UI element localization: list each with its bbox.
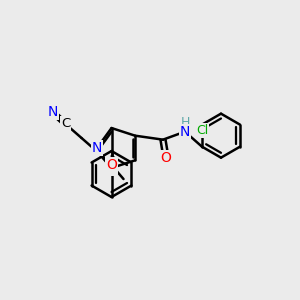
Text: H: H <box>180 116 190 129</box>
Text: N: N <box>106 161 117 175</box>
Text: O: O <box>160 151 171 165</box>
Text: N: N <box>47 105 58 119</box>
Text: N: N <box>92 141 102 155</box>
Text: C: C <box>61 118 70 130</box>
Text: Cl: Cl <box>196 124 208 137</box>
Text: N: N <box>180 125 190 139</box>
Text: O: O <box>106 158 117 172</box>
